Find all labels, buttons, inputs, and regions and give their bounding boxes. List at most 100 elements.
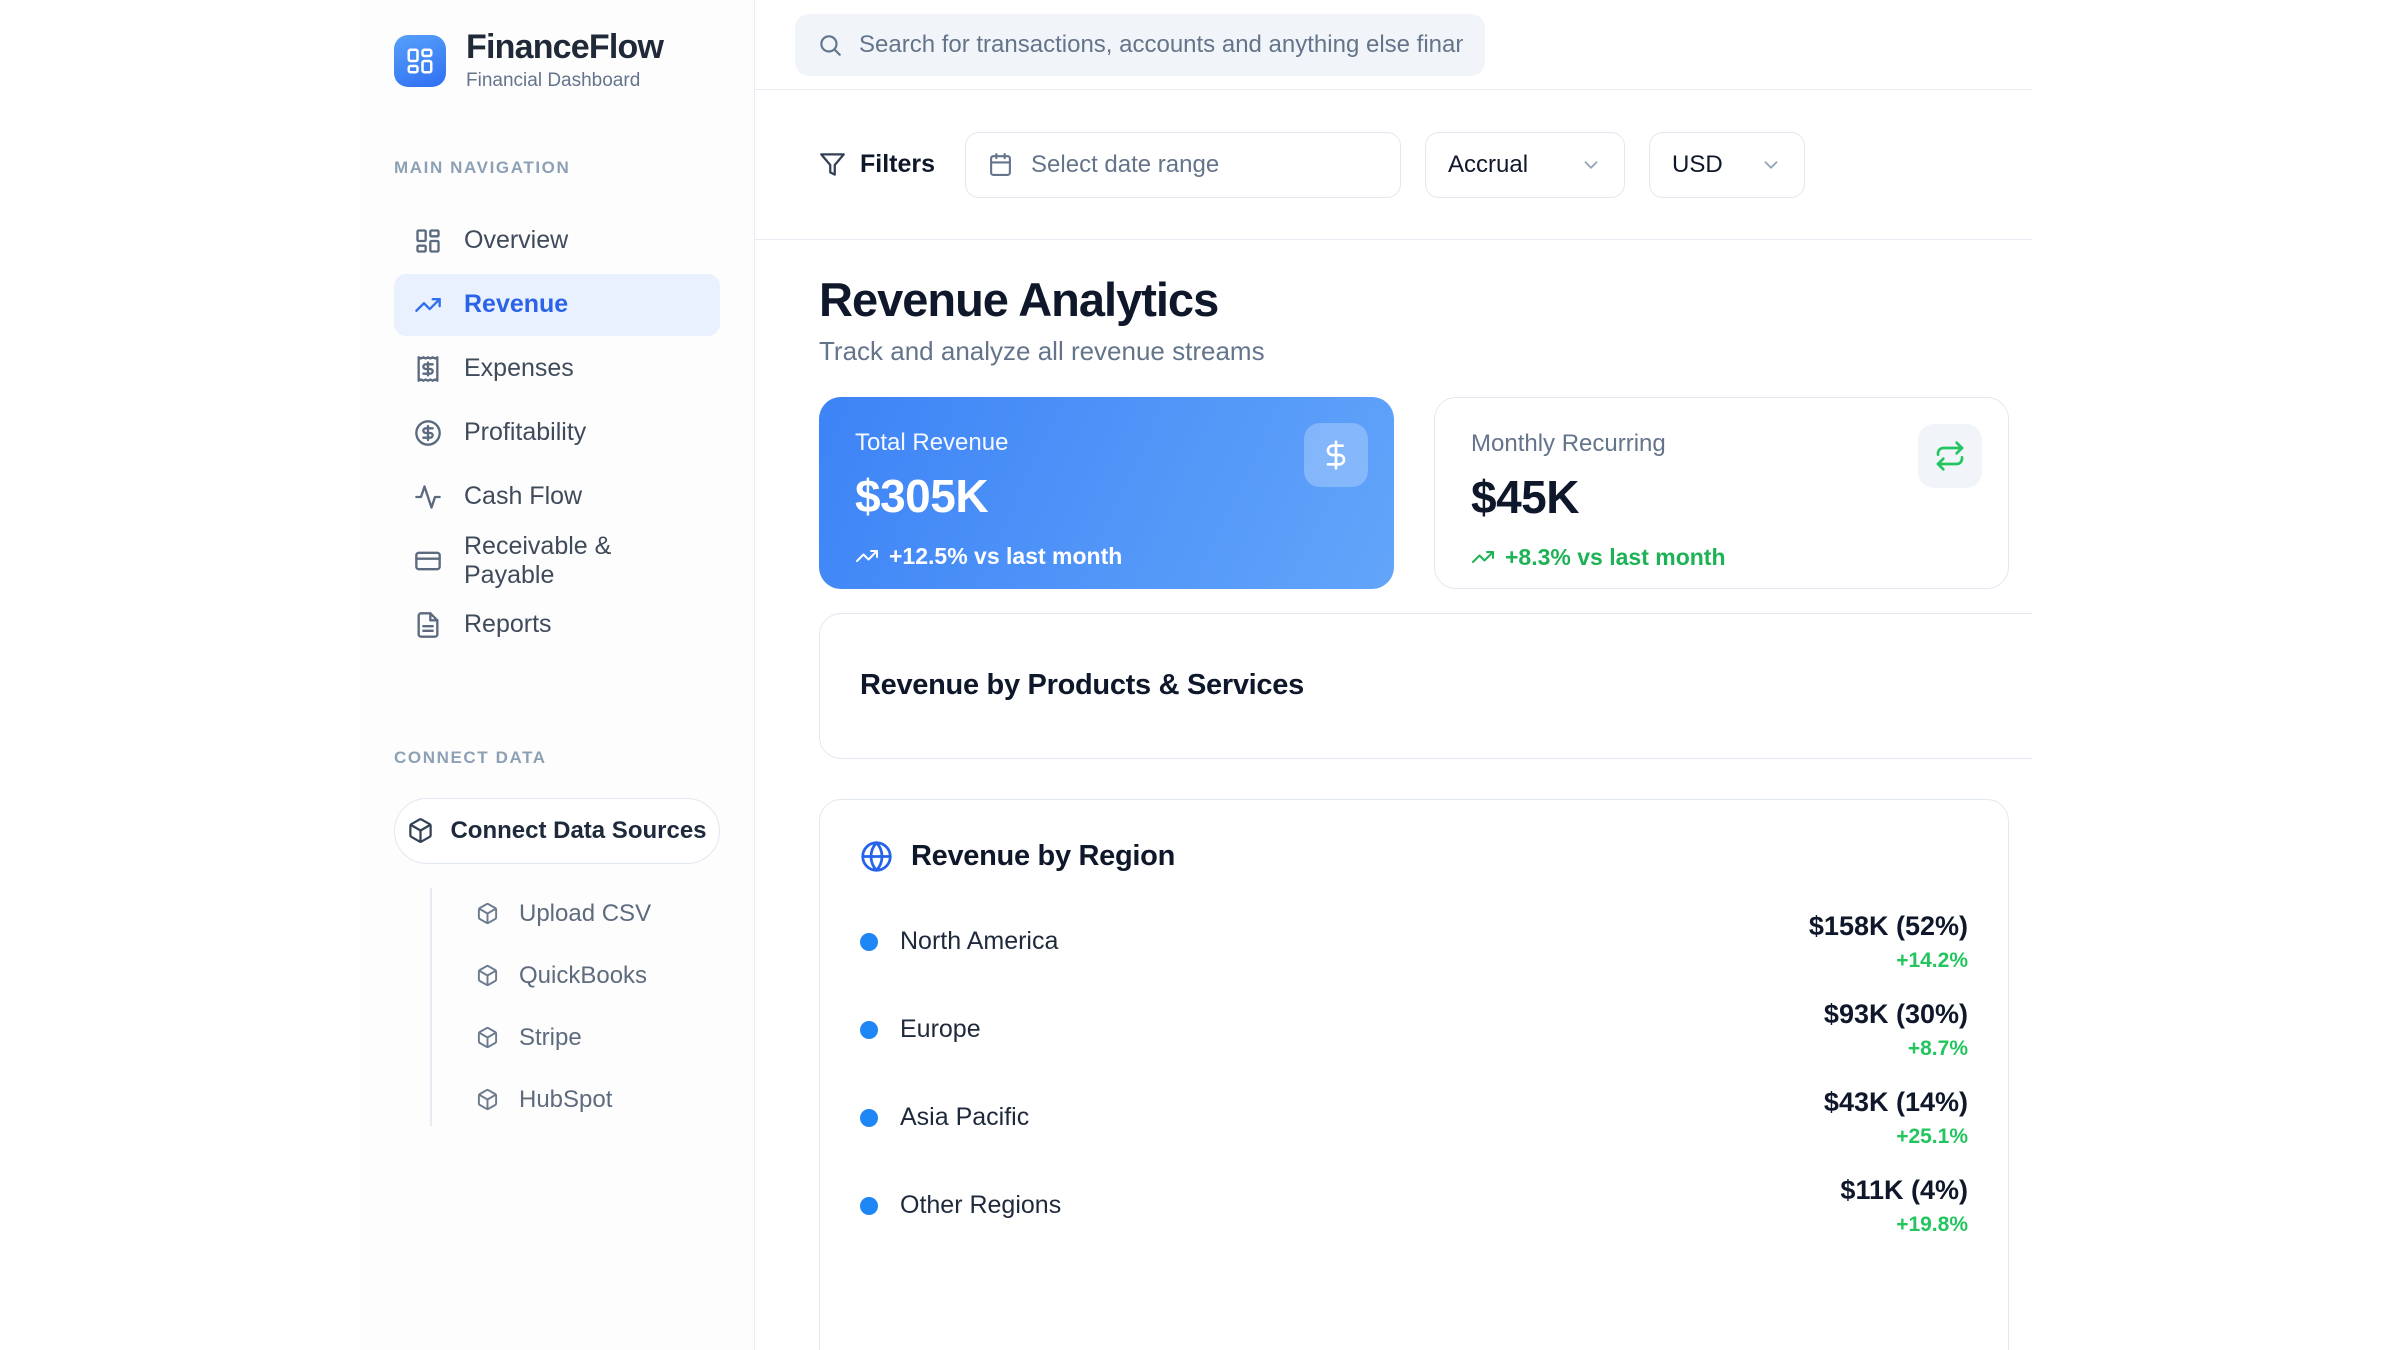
app-logo	[394, 34, 446, 87]
sidebar-item-label: Receivable & Payable	[464, 531, 612, 589]
region-dot-icon	[860, 932, 878, 951]
date-range-input[interactable]: Select date range	[965, 131, 1402, 198]
date-range-placeholder: Select date range	[1031, 150, 1220, 178]
region-change: +19.8%	[1896, 1212, 1968, 1236]
sidebar-item-overview[interactable]: Overview	[394, 210, 720, 272]
products-services-panel: Revenue by Products & Services	[819, 612, 2032, 759]
accounting-basis-select[interactable]: Accrual	[1425, 131, 1626, 198]
trending-up-icon	[415, 297, 441, 312]
kpi-value: $305K	[855, 469, 989, 522]
activity-icon	[415, 485, 441, 509]
connect-button-label: Connect Data Sources	[450, 816, 707, 844]
sidebar-item-label: Cash Flow	[464, 482, 583, 511]
region-name-group: Other Regions	[860, 1191, 1061, 1220]
page-content: Revenue Analytics Track and analyze all …	[755, 240, 2032, 1350]
connect-data-sources-button[interactable]: Connect Data Sources	[394, 797, 720, 864]
sidebar-item-reports[interactable]: Reports	[394, 594, 720, 656]
kpi-icon-badge	[1304, 422, 1368, 487]
currency-select[interactable]: USD	[1649, 131, 1806, 198]
package-icon	[477, 965, 498, 987]
brand: FinanceFlow Financial Dashboard	[394, 28, 720, 92]
kpi-cards: Total Revenue $305K +12.5% vs last month	[819, 396, 2032, 589]
region-stats: $11K (4%) +19.8%	[1840, 1175, 1968, 1237]
region-name: Europe	[900, 1015, 981, 1044]
region-value: $11K (4%)	[1840, 1174, 1968, 1205]
chevron-down-icon	[1584, 160, 1598, 169]
region-row-other-regions: Other Regions $11K (4%) +19.8%	[860, 1173, 1968, 1239]
filters-button[interactable]: Filters	[819, 150, 935, 179]
region-dot-icon	[860, 1020, 878, 1039]
region-value: $93K (30%)	[1823, 998, 1968, 1029]
region-panel-title: Revenue by Region	[911, 839, 1176, 872]
connect-item-label: Stripe	[519, 1023, 582, 1051]
connect-source-list: Upload CSV QuickBooks Stripe	[430, 887, 720, 1126]
products-panel-title: Revenue by Products & Services	[860, 669, 1304, 702]
kpi-label: Monthly Recurring	[1471, 429, 1666, 457]
revenue-by-region-panel: Revenue by Region North America $158K (5…	[819, 798, 2009, 1350]
brand-name: FinanceFlow	[466, 28, 664, 66]
region-name: North America	[900, 927, 1059, 956]
dashboard-icon	[416, 229, 440, 253]
region-stats: $158K (52%) +14.2%	[1809, 911, 1968, 973]
sidebar-item-label: Overview	[464, 226, 569, 255]
trending-up-icon	[1472, 551, 1494, 564]
file-text-icon	[417, 611, 439, 638]
connect-item-label: Upload CSV	[519, 899, 652, 927]
sidebar-item-revenue[interactable]: Revenue	[394, 273, 720, 336]
filters-label: Filters	[860, 150, 936, 178]
package-icon	[477, 1089, 498, 1111]
sidebar-item-expenses[interactable]: Expenses	[394, 338, 720, 400]
calendar-icon	[990, 153, 1011, 176]
dashboard-logo-icon	[407, 48, 433, 74]
region-change: +25.1%	[1896, 1124, 1968, 1148]
region-stats: $43K (14%) +25.1%	[1824, 1087, 1968, 1149]
currency-value: USD	[1672, 150, 1723, 178]
kpi-change-text: +12.5% vs last month	[889, 542, 1123, 569]
sidebar-item-label: Reports	[464, 610, 552, 639]
global-search[interactable]	[795, 13, 1485, 76]
kpi-change: +8.3% vs last month	[1471, 544, 1972, 571]
region-name: Other Regions	[900, 1191, 1062, 1220]
region-value: $43K (14%)	[1823, 1086, 1968, 1117]
region-row-asia-pacific: Asia Pacific $43K (14%) +25.1%	[860, 1085, 1968, 1151]
region-name-group: Europe	[860, 1015, 981, 1044]
globe-icon	[861, 841, 892, 872]
kpi-change: +12.5% vs last month	[855, 543, 1358, 570]
repeat-icon	[1936, 441, 1964, 471]
sidebar: FinanceFlow Financial Dashboard MAIN NAV…	[360, 0, 755, 1350]
region-name: Asia Pacific	[900, 1103, 1030, 1132]
page-subtitle: Track and analyze all revenue streams	[819, 335, 1265, 366]
region-dot-icon	[860, 1196, 878, 1215]
credit-card-icon	[415, 551, 441, 571]
connect-item-hubspot[interactable]: HubSpot	[476, 1086, 720, 1114]
region-change: +14.2%	[1896, 948, 1968, 972]
kpi-change-text: +8.3% vs last month	[1505, 543, 1726, 570]
sidebar-item-cash-flow[interactable]: Cash Flow	[394, 466, 720, 528]
kpi-value: $45K	[1471, 470, 1579, 523]
brand-text: FinanceFlow Financial Dashboard	[466, 28, 664, 92]
page-title: Revenue Analytics	[819, 273, 1219, 326]
circle-dollar-icon	[415, 419, 441, 446]
main-navigation: Overview Revenue Expenses Profitabil	[394, 210, 720, 656]
region-dot-icon	[860, 1108, 878, 1127]
kpi-icon-badge	[1918, 423, 1982, 488]
funnel-icon	[820, 153, 845, 176]
connect-item-stripe[interactable]: Stripe	[476, 1024, 720, 1052]
dollar-sign-icon	[1326, 440, 1346, 470]
region-value: $158K (52%)	[1808, 910, 1968, 941]
sidebar-item-receivable-payable[interactable]: Receivable & Payable	[394, 530, 720, 592]
package-icon	[477, 1027, 498, 1049]
connect-item-label: HubSpot	[519, 1085, 613, 1113]
receipt-icon	[417, 355, 439, 382]
nav-section-title: MAIN NAVIGATION	[394, 157, 571, 177]
top-header	[755, 0, 2032, 90]
connect-item-label: QuickBooks	[519, 961, 648, 989]
brand-tagline: Financial Dashboard	[466, 69, 641, 91]
sidebar-item-profitability[interactable]: Profitability	[394, 402, 720, 464]
connect-item-quickbooks[interactable]: QuickBooks	[476, 962, 720, 990]
connect-item-upload-csv[interactable]: Upload CSV	[476, 900, 720, 928]
trending-up-icon	[856, 550, 878, 563]
search-input[interactable]	[859, 30, 1463, 59]
sidebar-item-label: Revenue	[464, 290, 569, 319]
package-icon	[477, 903, 498, 925]
